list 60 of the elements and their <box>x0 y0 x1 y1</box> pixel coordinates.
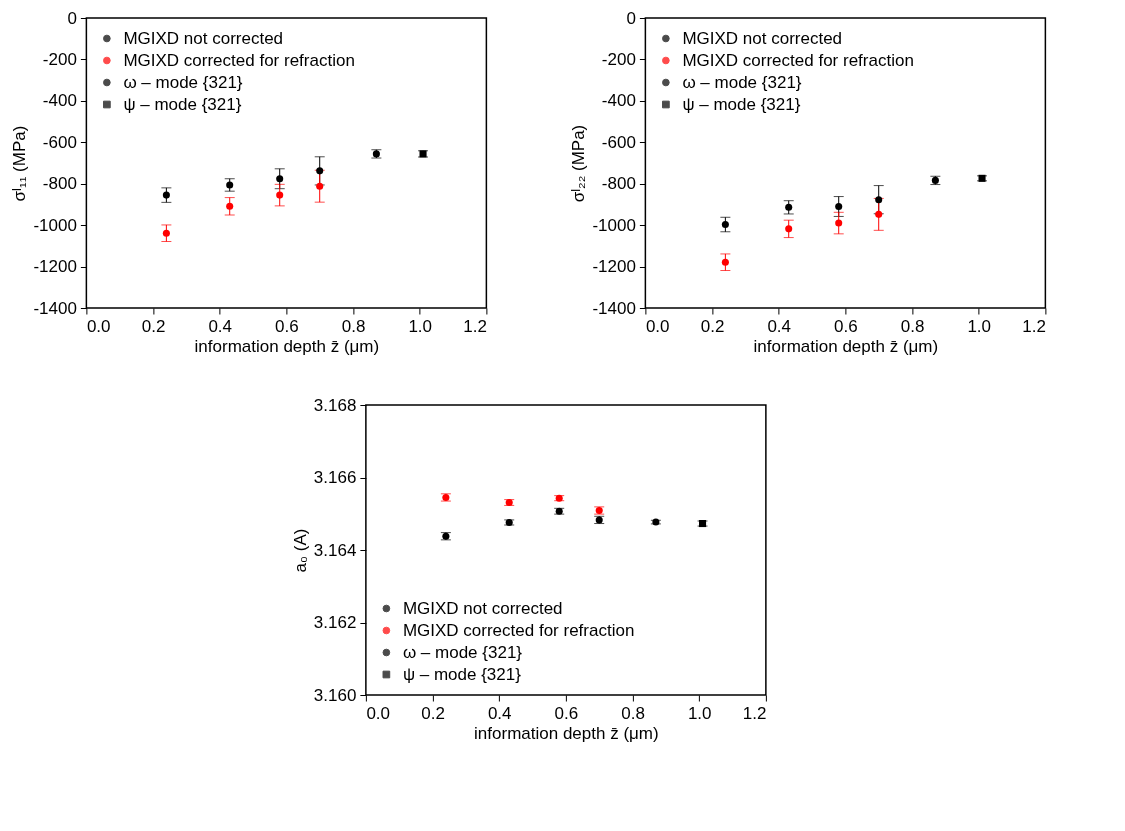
x-axis-title: information depth z̄ (μm) <box>753 336 939 356</box>
legend-label: MGIXD not corrected <box>123 28 284 48</box>
y-tick-label: 3.166 <box>313 468 357 487</box>
y-tick-label: -400 <box>42 91 77 111</box>
x-tick-label: 0.0 <box>86 316 111 336</box>
x-tick-label: 1.2 <box>742 703 767 723</box>
y-axis-title: σᴵ₂₂ (MPa) <box>569 124 589 203</box>
x-tick-label: 0.2 <box>141 316 166 336</box>
y-tick-label: 3.162 <box>313 613 357 632</box>
legend-label: ω – mode {321} <box>123 72 243 92</box>
y-axis-title: a₀ (A) <box>290 528 310 573</box>
y-tick-label: -1200 <box>592 257 636 277</box>
y-tick-label: -1000 <box>592 215 636 235</box>
legend-label: MGIXD corrected for refraction <box>123 50 355 70</box>
y-tick-label: -600 <box>42 132 77 152</box>
x-tick-label: 0.0 <box>366 703 391 723</box>
legend-label: ω – mode {321} <box>682 72 802 92</box>
x-tick-label: 1.0 <box>408 316 433 336</box>
x-tick-label: 1.2 <box>463 316 487 336</box>
y-tick-label: 0 <box>67 8 77 28</box>
x-tick-label: 0.8 <box>900 316 925 336</box>
legend-label: ω – mode {321} <box>402 642 523 662</box>
x-tick-label: 0.0 <box>645 316 670 336</box>
y-tick-label: -1400 <box>592 298 636 318</box>
y-tick-label: -400 <box>601 91 636 111</box>
y-tick-label: -200 <box>601 49 636 69</box>
y-tick-label: -200 <box>42 49 77 69</box>
legend-label: ψ – mode {321} <box>402 664 522 684</box>
x-tick-label: 0.6 <box>275 316 299 336</box>
legend-label: ψ – mode {321} <box>123 94 242 114</box>
x-tick-label: 0.2 <box>421 703 445 723</box>
y-tick-label: -800 <box>601 174 636 194</box>
y-axis-title: σᴵ₁₁ (MPa) <box>10 125 30 202</box>
y-tick-label: -800 <box>42 174 77 194</box>
x-axis-title: information depth z̄ (μm) <box>474 723 659 743</box>
y-tick-label: 3.160 <box>313 685 357 705</box>
y-tick-label: 3.168 <box>313 395 357 415</box>
y-tick-label: -1000 <box>33 215 77 235</box>
x-tick-label: 0.8 <box>621 703 645 723</box>
x-axis-title: information depth z̄ (μm) <box>194 336 380 356</box>
x-tick-label: 1.0 <box>967 316 992 336</box>
legend-label: MGIXD corrected for refraction <box>402 620 635 640</box>
x-tick-label: 0.6 <box>834 316 858 336</box>
legend-label: MGIXD not corrected <box>402 598 563 618</box>
x-tick-label: 0.4 <box>767 316 792 336</box>
x-tick-label: 0.6 <box>554 703 579 723</box>
x-tick-label: 0.4 <box>208 316 233 336</box>
x-tick-label: 1.2 <box>1022 316 1046 336</box>
legend-label: ψ – mode {321} <box>682 94 801 114</box>
y-tick-label: 0 <box>626 8 636 28</box>
x-tick-label: 0.8 <box>341 316 366 336</box>
legend-label: MGIXD corrected for refraction <box>682 50 914 70</box>
y-tick-label: -600 <box>601 132 636 152</box>
legend-label: MGIXD not corrected <box>682 28 843 48</box>
x-tick-label: 1.0 <box>687 703 712 723</box>
y-tick-label: -1400 <box>33 298 77 318</box>
y-tick-label: -1200 <box>33 257 77 277</box>
y-tick-label: 3.164 <box>313 540 357 560</box>
x-tick-label: 0.2 <box>700 316 725 336</box>
x-tick-label: 0.4 <box>487 703 512 723</box>
